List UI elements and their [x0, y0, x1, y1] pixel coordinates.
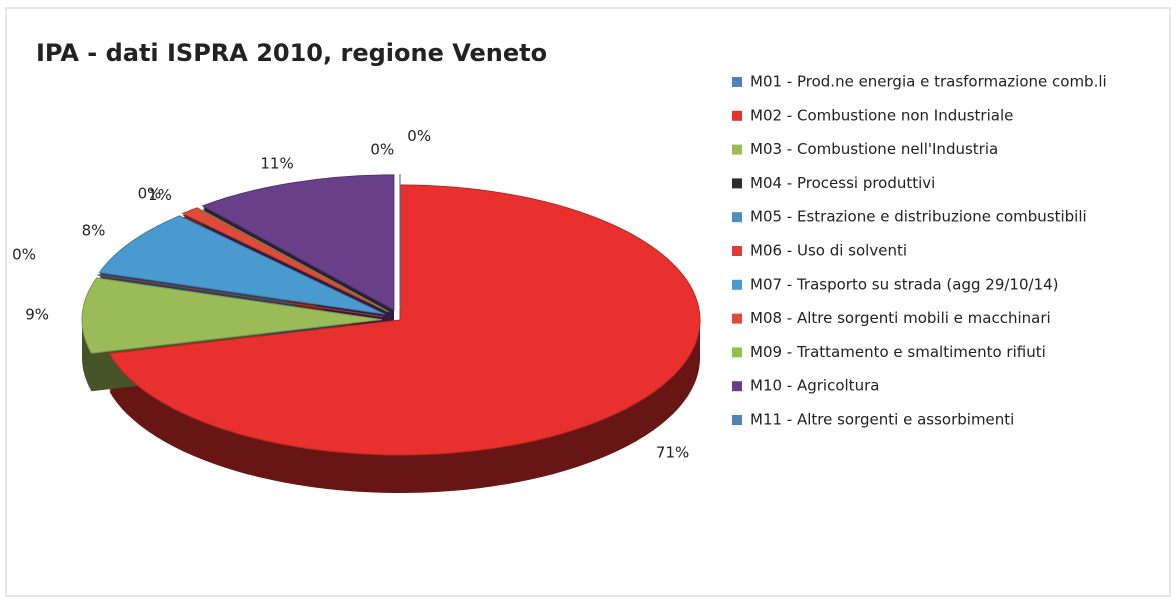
legend-swatch: [732, 279, 742, 290]
legend-label: M11 - Altre sorgenti e assorbimenti: [750, 411, 1014, 429]
pie-slice: [108, 184, 701, 456]
legend-swatch: [732, 178, 742, 189]
data-label: 0%: [370, 141, 394, 159]
pie-slice: [181, 207, 389, 313]
legend-label: M07 - Trasporto su strada (agg 29/10/14): [750, 275, 1059, 293]
legend-label: M05 - Estrazione e distribuzione combust…: [750, 208, 1087, 226]
legend-label: M09 - Trattamento e smaltimento rifiuti: [750, 343, 1046, 361]
legend-label: M08 - Altre sorgenti mobili e macchinari: [750, 309, 1051, 327]
legend-swatch: [732, 110, 742, 121]
legend-swatch: [732, 144, 742, 155]
pie-slice: [98, 215, 386, 315]
legend-label: M03 - Combustione nell'Industria: [750, 140, 998, 158]
legend-label: M01 - Prod.ne energia e trasformazione c…: [750, 73, 1107, 91]
legend-swatch: [732, 415, 742, 425]
legend-swatch: [732, 246, 742, 256]
legend-label: M06 - Uso di solventi: [750, 242, 907, 260]
pie-slice: [201, 174, 395, 311]
legend-label: M04 - Processi produttivi: [750, 174, 935, 192]
data-label: 9%: [25, 305, 49, 323]
legend-label: M10 - Agricoltura: [750, 377, 879, 395]
legend-swatch: [732, 212, 742, 223]
legend-swatch: [732, 313, 742, 324]
data-label: 11%: [260, 154, 293, 172]
legend-swatch: [732, 347, 742, 358]
data-label: 0%: [12, 246, 36, 264]
data-label: 0%: [138, 185, 162, 203]
chart-title: IPA - dati ISPRA 2010, regione Veneto: [36, 39, 547, 67]
data-label: 1%: [148, 186, 172, 204]
data-label: 0%: [407, 127, 431, 145]
data-label: 8%: [82, 222, 106, 240]
legend-label: M02 - Combustione non Industriale: [750, 106, 1013, 124]
legend-swatch: [732, 77, 742, 87]
pie-slice: [81, 277, 383, 354]
legend-swatch: [732, 381, 742, 392]
data-label: 71%: [656, 444, 689, 462]
